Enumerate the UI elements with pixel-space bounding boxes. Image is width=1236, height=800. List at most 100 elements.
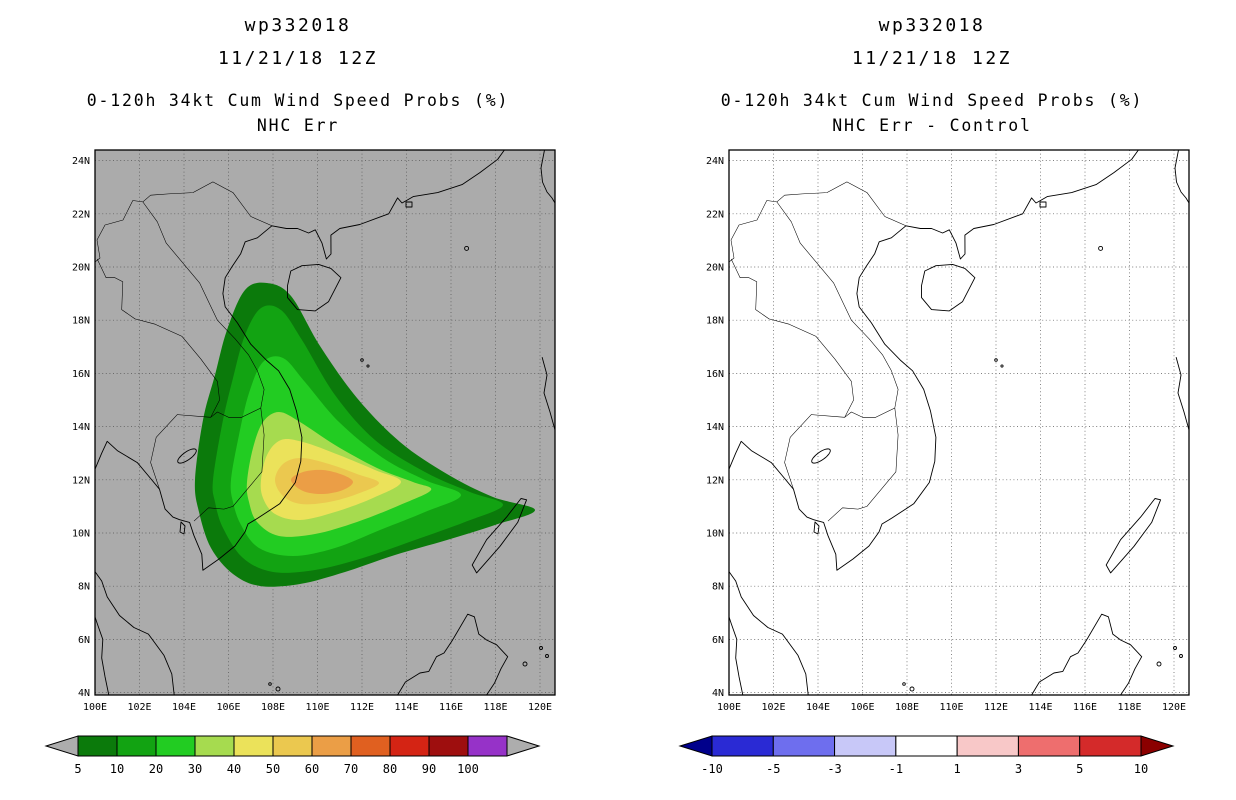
map-frame bbox=[728, 149, 1190, 696]
header-spacer bbox=[38, 72, 558, 88]
colorbar-tick-label: 10 bbox=[110, 762, 124, 776]
lat-tick-label: 18N bbox=[706, 316, 724, 327]
lon-tick-label: 108E bbox=[895, 702, 919, 713]
lon-tick-label: 106E bbox=[216, 702, 240, 713]
colorbar-tick-label: 60 bbox=[305, 762, 319, 776]
panel-header: wp332018 11/21/18 12Z 0-120h 34kt Cum Wi… bbox=[672, 12, 1192, 138]
panel-nhc-err: wp332018 11/21/18 12Z 0-120h 34kt Cum Wi… bbox=[38, 6, 558, 779]
lon-tick-label: 110E bbox=[939, 702, 963, 713]
colorbar-right-arrow bbox=[506, 735, 541, 757]
colorbar-tick-label: 1 bbox=[954, 762, 961, 776]
probability-contour-bands bbox=[194, 282, 536, 587]
colorbar-segment bbox=[233, 735, 274, 757]
colorbar-tick-label: 5 bbox=[1076, 762, 1083, 776]
colorbar-segment bbox=[116, 735, 157, 757]
map-frame bbox=[94, 149, 556, 696]
lat-tick-label: 12N bbox=[72, 475, 90, 486]
latitude-labels: 24N 22N 20N 18N 16N 14N 12N 10N 8N 6N 4N bbox=[706, 156, 724, 699]
lon-tick-label: 106E bbox=[850, 702, 874, 713]
lat-tick-label: 14N bbox=[706, 422, 724, 433]
colorbar-tick-label: 100 bbox=[457, 762, 479, 776]
colorbar-tick-label: 70 bbox=[344, 762, 358, 776]
colorbar-segment bbox=[711, 735, 774, 757]
lon-tick-label: 114E bbox=[394, 702, 418, 713]
lat-tick-label: 6N bbox=[78, 635, 90, 646]
colorbar-segment bbox=[772, 735, 836, 757]
colorbar-segment bbox=[895, 735, 958, 757]
lat-tick-label: 20N bbox=[72, 263, 90, 274]
lon-tick-label: 108E bbox=[261, 702, 285, 713]
lon-tick-label: 116E bbox=[439, 702, 463, 713]
probability-colorbar: 5 10 20 30 40 50 60 70 80 90 100 bbox=[44, 735, 541, 776]
colorbar-segment bbox=[155, 735, 196, 757]
colorbar-tick-label: -1 bbox=[889, 762, 903, 776]
lon-tick-label: 118E bbox=[1117, 702, 1141, 713]
experiment-subtitle: NHC Err bbox=[256, 116, 340, 135]
lat-tick-label: 24N bbox=[706, 156, 724, 167]
lon-tick-label: 116E bbox=[1073, 702, 1097, 713]
lat-tick-label: 12N bbox=[706, 475, 724, 486]
lat-tick-label: 14N bbox=[72, 422, 90, 433]
panel-header: wp332018 11/21/18 12Z 0-120h 34kt Cum Wi… bbox=[38, 12, 558, 138]
lat-tick-label: 22N bbox=[72, 209, 90, 220]
colorbar-tick-label: 90 bbox=[422, 762, 436, 776]
lat-tick-label: 4N bbox=[712, 688, 724, 699]
colorbar-segment bbox=[1017, 735, 1081, 757]
colorbar-tick-label: 40 bbox=[227, 762, 241, 776]
difference-colorbar: -10 -5 -3 -1 1 3 5 10 bbox=[678, 735, 1175, 776]
colorbar-tick-label: 20 bbox=[149, 762, 163, 776]
colorbar-segment bbox=[834, 735, 897, 757]
colorbar-segment bbox=[467, 735, 508, 757]
init-time: 11/21/18 12Z bbox=[217, 48, 379, 69]
colorbar-segment bbox=[428, 735, 469, 757]
lon-tick-label: 112E bbox=[984, 702, 1008, 713]
lon-tick-label: 104E bbox=[806, 702, 830, 713]
colorbar-segment bbox=[194, 735, 235, 757]
map-background bbox=[729, 150, 1189, 695]
lat-tick-label: 16N bbox=[706, 369, 724, 380]
lon-tick-label: 100E bbox=[717, 702, 741, 713]
lat-tick-label: 24N bbox=[72, 156, 90, 167]
longitude-labels: 100E 102E 104E 106E 108E 110E 112E 114E 116E 118E… bbox=[717, 702, 1186, 713]
lon-tick-label: 112E bbox=[350, 702, 374, 713]
lon-tick-label: 110E bbox=[305, 702, 329, 713]
experiment-subtitle: NHC Err - Control bbox=[832, 116, 1032, 135]
colorbar-group: 5 10 20 30 40 50 60 70 80 90 100 bbox=[44, 735, 541, 776]
colorbar-group: -10 -5 -3 -1 1 3 5 10 bbox=[678, 735, 1175, 776]
lat-tick-label: 4N bbox=[78, 688, 90, 699]
storm-id: wp332018 bbox=[878, 15, 986, 36]
colorbar-segment bbox=[272, 735, 313, 757]
storm-id: wp332018 bbox=[244, 15, 352, 36]
colorbar-tick-label: 50 bbox=[266, 762, 280, 776]
lon-tick-label: 120E bbox=[1162, 702, 1186, 713]
colorbar-tick-label: -5 bbox=[766, 762, 780, 776]
lon-tick-label: 118E bbox=[483, 702, 507, 713]
field-title: 0-120h 34kt Cum Wind Speed Probs (%) bbox=[86, 91, 510, 110]
colorbar-tick-label: 3 bbox=[1015, 762, 1022, 776]
colorbar-segment bbox=[1079, 735, 1142, 757]
lat-tick-label: 8N bbox=[712, 582, 724, 593]
colorbar-segment bbox=[956, 735, 1019, 757]
colorbar-tick-label: 80 bbox=[383, 762, 397, 776]
colorbar-segment bbox=[77, 735, 118, 757]
lon-tick-label: 102E bbox=[127, 702, 151, 713]
longitude-labels: 100E 102E 104E 106E 108E 110E 112E 114E 116E 118E… bbox=[83, 702, 552, 713]
lon-tick-label: 100E bbox=[83, 702, 107, 713]
colorbar-left-arrow bbox=[678, 735, 713, 757]
lat-tick-label: 10N bbox=[72, 529, 90, 540]
lat-tick-label: 22N bbox=[706, 209, 724, 220]
header-spacer bbox=[672, 72, 1192, 88]
colorbar-segment bbox=[311, 735, 352, 757]
colorbar-right-arrow bbox=[1140, 735, 1175, 757]
lat-tick-label: 10N bbox=[706, 529, 724, 540]
lat-tick-label: 18N bbox=[72, 316, 90, 327]
lon-tick-label: 102E bbox=[761, 702, 785, 713]
colorbar-left-arrow bbox=[44, 735, 79, 757]
colorbar-tick-label: -3 bbox=[827, 762, 841, 776]
wind-probability-page: wp332018 11/21/18 12Z 0-120h 34kt Cum Wi… bbox=[38, 6, 1192, 779]
colorbar-segment bbox=[350, 735, 391, 757]
lon-tick-label: 120E bbox=[528, 702, 552, 713]
lat-tick-label: 16N bbox=[72, 369, 90, 380]
